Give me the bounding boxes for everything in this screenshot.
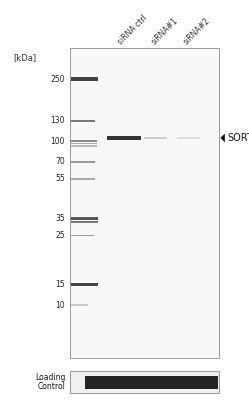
Text: siRNA#2: siRNA#2 [182,16,212,46]
Text: SORT1: SORT1 [227,133,249,143]
Text: Control: Control [38,382,66,391]
Bar [70,48,219,358]
Bar [71,283,98,286]
Text: 35: 35 [55,214,65,223]
Bar [71,120,95,122]
Bar [71,161,95,163]
Bar [107,136,141,140]
Bar [177,137,200,139]
Bar [70,371,219,393]
Text: 100: 100 [50,136,65,146]
Text: 70: 70 [55,157,65,166]
Text: 10: 10 [55,301,65,310]
Bar [71,217,98,220]
Text: [kDa]: [kDa] [14,54,37,62]
Bar [71,143,97,144]
Text: 15: 15 [55,280,65,289]
Text: siRNA ctrl: siRNA ctrl [116,13,149,46]
Text: 55: 55 [55,174,65,183]
Bar [144,137,167,139]
Text: 25: 25 [55,231,65,240]
Text: Loading: Loading [36,373,66,382]
Bar [71,140,97,142]
Bar [71,221,98,222]
Polygon shape [220,134,225,142]
Text: 130: 130 [50,116,65,125]
Bar [71,178,95,180]
Text: siRNA#1: siRNA#1 [149,16,180,46]
Bar [71,78,98,80]
Bar [71,304,88,306]
Bar [85,376,218,389]
Bar [71,235,94,236]
Text: 250: 250 [50,74,65,84]
Bar [71,145,97,147]
